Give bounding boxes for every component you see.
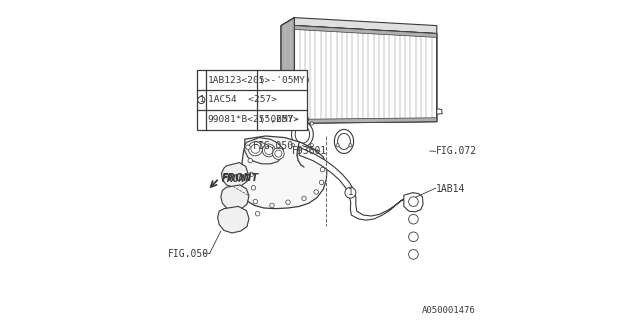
Text: FIG.072: FIG.072	[436, 146, 477, 156]
Bar	[197, 70, 307, 130]
Circle shape	[198, 96, 205, 104]
Circle shape	[248, 142, 262, 156]
Text: A050001476: A050001476	[422, 306, 475, 315]
Circle shape	[321, 167, 325, 172]
Text: FIG.050: FIG.050	[168, 249, 209, 260]
Polygon shape	[437, 109, 442, 114]
Polygon shape	[294, 26, 437, 37]
Polygon shape	[294, 26, 437, 123]
Text: FRONT: FRONT	[222, 173, 259, 183]
Text: 1AB14: 1AB14	[436, 184, 465, 194]
Circle shape	[345, 187, 356, 198]
Text: 1: 1	[348, 188, 353, 197]
Polygon shape	[294, 118, 437, 123]
Circle shape	[251, 186, 256, 190]
Circle shape	[251, 144, 260, 153]
Circle shape	[409, 250, 419, 259]
Text: FRONT: FRONT	[222, 174, 251, 184]
Circle shape	[291, 144, 294, 147]
Circle shape	[319, 180, 324, 185]
Polygon shape	[221, 185, 249, 210]
Text: 1AB123<205>: 1AB123<205>	[207, 76, 271, 85]
Text: 99081*B<255,257>: 99081*B<255,257>	[207, 115, 300, 124]
Polygon shape	[241, 136, 327, 209]
Circle shape	[336, 144, 339, 147]
Polygon shape	[294, 18, 437, 34]
Polygon shape	[221, 163, 248, 187]
Circle shape	[349, 144, 352, 147]
Text: ( -'05MY): ( -'05MY)	[259, 76, 310, 85]
Circle shape	[409, 214, 419, 224]
Circle shape	[270, 203, 275, 208]
Circle shape	[310, 144, 314, 147]
Circle shape	[285, 200, 291, 204]
Polygon shape	[218, 206, 249, 233]
Polygon shape	[245, 138, 283, 164]
Text: F93601: F93601	[292, 146, 327, 156]
Polygon shape	[404, 193, 423, 212]
Circle shape	[310, 122, 314, 125]
Circle shape	[253, 199, 258, 204]
Circle shape	[409, 197, 419, 206]
Circle shape	[302, 196, 307, 201]
Text: 1AC54  <257>: 1AC54 <257>	[207, 95, 276, 105]
Circle shape	[314, 190, 319, 194]
Polygon shape	[281, 18, 294, 131]
Circle shape	[262, 144, 275, 157]
Circle shape	[275, 150, 282, 157]
Polygon shape	[282, 18, 294, 34]
Circle shape	[249, 172, 253, 177]
Text: ('06MY- ): ('06MY- )	[259, 115, 310, 124]
Circle shape	[255, 212, 260, 216]
Circle shape	[265, 146, 273, 155]
Text: FIG.050: FIG.050	[253, 140, 294, 151]
Circle shape	[291, 122, 294, 125]
Circle shape	[409, 232, 419, 242]
Polygon shape	[300, 147, 404, 220]
Circle shape	[273, 148, 284, 159]
Circle shape	[246, 145, 250, 149]
Circle shape	[248, 158, 253, 163]
Text: 1: 1	[199, 95, 204, 105]
